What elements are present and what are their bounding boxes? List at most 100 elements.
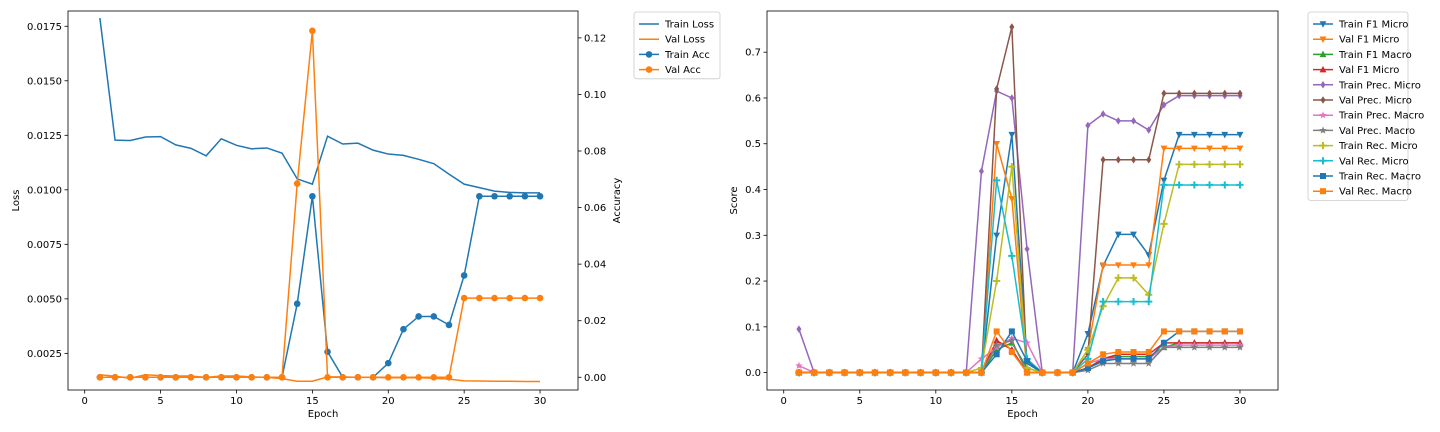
- data-point: [1222, 89, 1228, 98]
- legend-marker: [1319, 50, 1327, 58]
- data-point: [1191, 89, 1197, 98]
- x-tick-label: 20: [382, 396, 395, 407]
- data-point: [992, 341, 1001, 349]
- y-tick-label: 0.0175: [27, 22, 62, 33]
- data-point: [1084, 360, 1091, 367]
- legend-label: Val Acc: [665, 65, 701, 76]
- data-point: [1129, 274, 1138, 282]
- data-point: [1236, 131, 1244, 139]
- legend-marker: [1320, 173, 1326, 179]
- series-line: [99, 17, 541, 194]
- data-point: [233, 373, 240, 381]
- legend-label: Train Rec. Micro: [1338, 141, 1418, 152]
- data-point: [1175, 343, 1183, 351]
- data-point: [536, 294, 544, 302]
- y2-tick-label: 0.06: [584, 203, 606, 214]
- y-tick-label: 0.0075: [27, 240, 62, 251]
- legend-frame: [633, 11, 721, 80]
- data-point: [1221, 131, 1229, 139]
- legend-label: Train Rec. Macro: [1338, 172, 1421, 183]
- data-point: [856, 369, 863, 376]
- data-point: [1205, 181, 1214, 189]
- legend-marker: [645, 51, 653, 58]
- data-point: [400, 373, 407, 381]
- data-point: [1130, 231, 1137, 239]
- series-train-loss: [99, 17, 541, 194]
- series-train-prec-micro: [796, 87, 1243, 377]
- data-point: [1207, 89, 1213, 98]
- series-val-prec-micro: [796, 23, 1243, 377]
- data-point: [157, 373, 164, 381]
- data-point: [1069, 369, 1076, 376]
- data-point: [1114, 231, 1122, 239]
- data-point: [1100, 156, 1106, 164]
- data-point: [1115, 117, 1121, 125]
- legend-label: Val Rec. Micro: [1339, 156, 1409, 167]
- data-point: [1130, 262, 1137, 269]
- data-point: [1085, 121, 1091, 130]
- data-point: [1221, 181, 1229, 189]
- data-point: [1099, 298, 1107, 306]
- data-point: [811, 369, 818, 376]
- data-point: [1221, 160, 1229, 168]
- x-tick-label: 25: [458, 396, 471, 407]
- y-tick-label: 0.1: [745, 322, 761, 333]
- data-point: [1024, 245, 1030, 253]
- data-point: [1205, 160, 1214, 168]
- series-line: [99, 373, 541, 383]
- data-point: [1221, 145, 1229, 153]
- y-tick-label: 0.5: [745, 139, 761, 150]
- data-point: [978, 167, 984, 175]
- legend-marker: [1320, 96, 1326, 104]
- data-point: [1114, 298, 1122, 306]
- data-point: [1084, 365, 1091, 372]
- y-tick-label: 0.2: [745, 277, 761, 288]
- y-tick-label: 0.0025: [27, 349, 62, 360]
- data-point: [1190, 131, 1198, 139]
- y-tick-label: 0.0: [745, 368, 761, 379]
- data-point: [1175, 145, 1183, 153]
- y-tick-label: 0.0125: [27, 131, 62, 142]
- legend-item: Val Rec. Micro: [1313, 156, 1409, 167]
- legend-item: Train Rec. Micro: [1313, 141, 1418, 152]
- x-tick-label: 10: [230, 396, 243, 407]
- legend-item: Train Prec. Micro: [1313, 80, 1421, 91]
- legend-label: Val Prec. Macro: [1339, 126, 1415, 137]
- data-point: [1146, 156, 1152, 164]
- x-axis-label: Epoch: [308, 409, 339, 420]
- data-point: [1115, 355, 1122, 362]
- y2-tick-label: 0.04: [584, 260, 606, 271]
- data-point: [202, 373, 210, 381]
- data-point: [841, 369, 848, 376]
- data-point: [1236, 328, 1243, 335]
- y-tick-label: 0.0050: [27, 294, 62, 305]
- data-point: [1054, 369, 1061, 376]
- data-point: [795, 361, 803, 369]
- y2-tick-label: 0.08: [584, 147, 606, 158]
- legend-item: Train F1 Macro: [1313, 50, 1412, 61]
- data-point: [506, 192, 513, 200]
- x-axis-label: Epoch: [1007, 409, 1038, 420]
- data-point: [977, 354, 986, 363]
- x-tick-label: 25: [1158, 396, 1171, 407]
- legend-item: Val Acc: [639, 65, 701, 76]
- data-point: [445, 373, 453, 381]
- data-point: [278, 373, 286, 381]
- y-tick-label: 0.3: [745, 231, 761, 242]
- x-tick-label: 30: [534, 396, 547, 407]
- data-point: [1130, 355, 1137, 362]
- data-point: [1146, 126, 1152, 134]
- legend-label: Val F1 Micro: [1339, 35, 1399, 46]
- data-point: [1237, 89, 1243, 98]
- data-point: [400, 325, 407, 333]
- data-point: [1160, 177, 1168, 185]
- legend-item: Train F1 Micro: [1313, 20, 1408, 31]
- y2-tick-label: 0.12: [584, 33, 606, 44]
- series-line: [798, 329, 1240, 374]
- legend-marker: [1320, 81, 1326, 89]
- data-point: [1160, 220, 1168, 228]
- series-val-acc: [96, 27, 544, 381]
- data-point: [1160, 328, 1167, 335]
- data-point: [963, 369, 970, 376]
